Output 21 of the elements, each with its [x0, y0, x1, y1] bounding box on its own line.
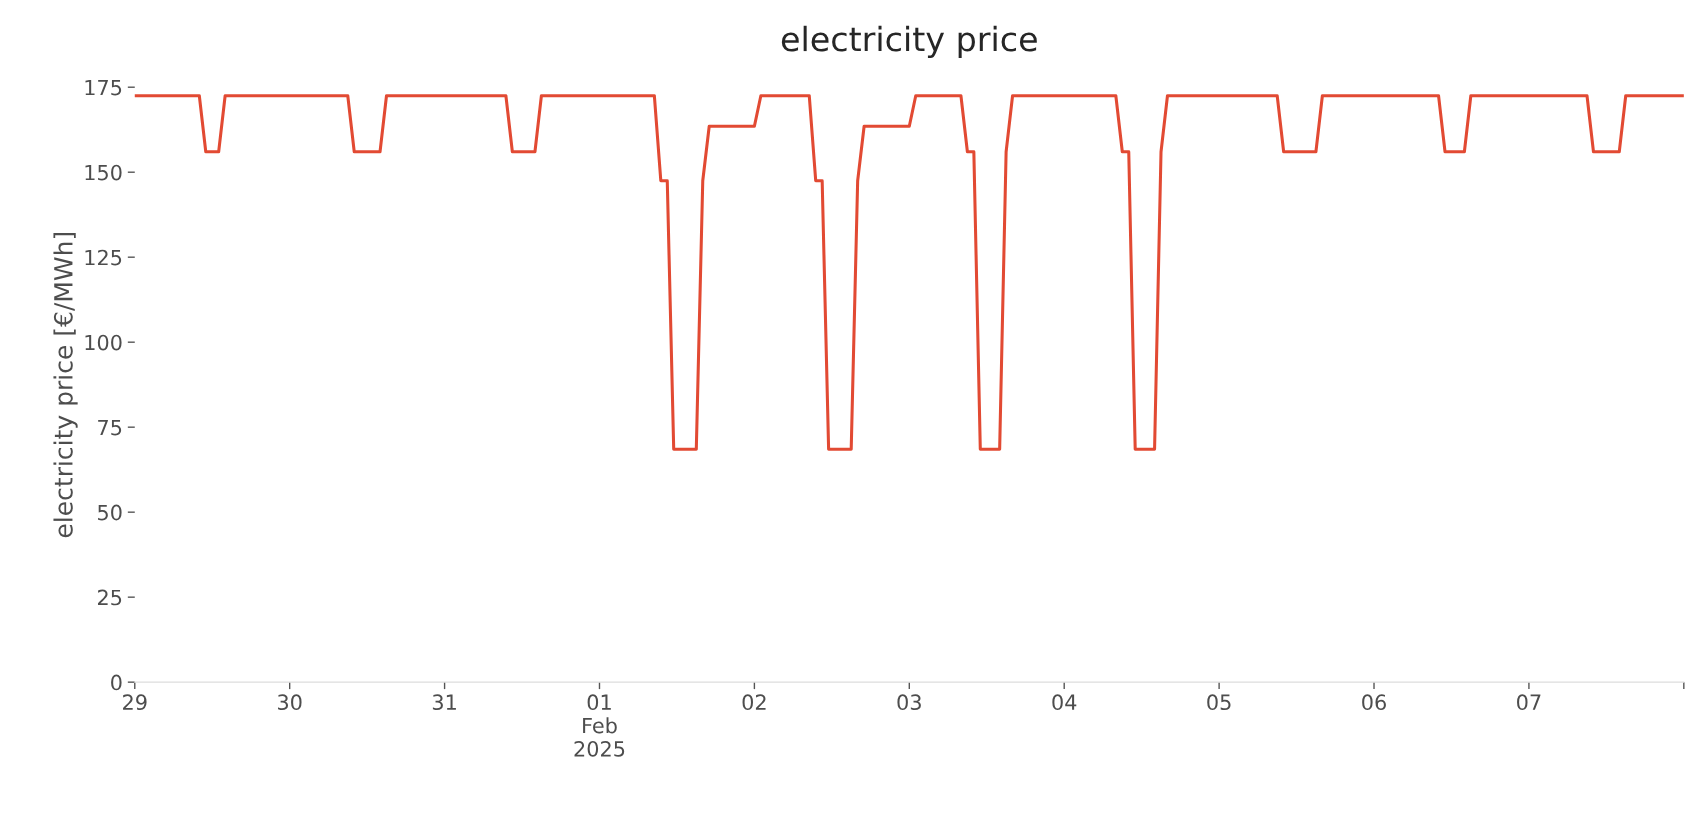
y-tick-label: 125: [85, 249, 122, 266]
chart-title: electricity price: [781, 25, 1037, 59]
y-tick-label: 150: [85, 164, 122, 181]
x-tick-label: 04: [1052, 694, 1077, 711]
y-tick-label: 0: [111, 674, 122, 691]
y-tick-label: 25: [97, 589, 122, 606]
y-tick-label: 50: [98, 504, 122, 521]
y-tick-label: 100: [85, 334, 122, 351]
x-tick-label: 03: [897, 694, 921, 711]
x-tick-label: 30: [278, 694, 302, 711]
x-tick-label: 05: [1207, 694, 1231, 711]
line-series: [134, 94, 1684, 451]
y-tick-label: 175: [85, 79, 122, 96]
y-axis-title: electricity price [€/MWh]: [53, 232, 78, 538]
y-tick-label: 75: [98, 419, 122, 436]
x-tick-label: 02: [742, 694, 766, 711]
x-tick-label: 29: [123, 694, 147, 711]
x-tick-label: 06: [1362, 694, 1386, 711]
x-tick-label: 01 Feb 2025: [574, 694, 625, 757]
x-tick-label: 07: [1517, 694, 1541, 711]
x-tick-label: 31: [432, 694, 456, 711]
